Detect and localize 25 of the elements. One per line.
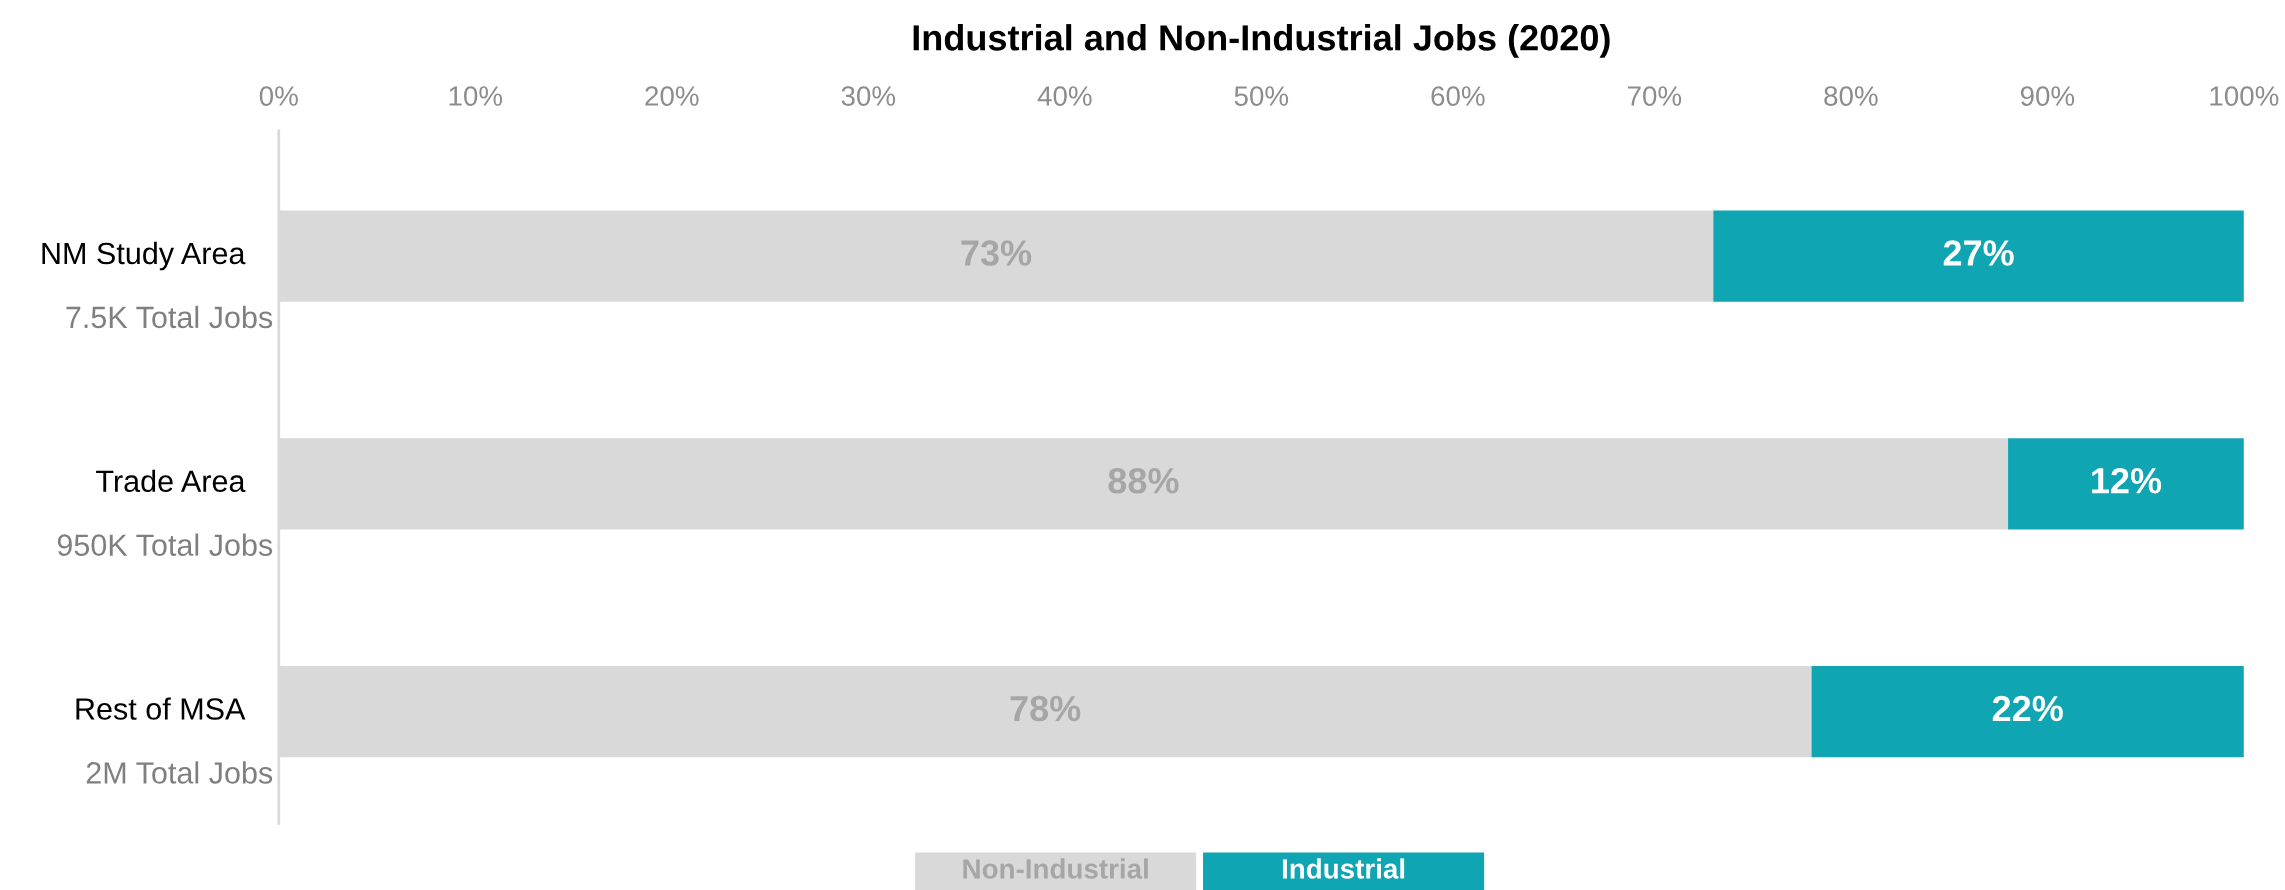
y-tick-label: Trade Area [96, 469, 246, 493]
y-tick-label: Rest of MSA [76, 697, 246, 720]
bar [2008, 438, 2244, 530]
x-tick-label: 30% [841, 86, 896, 106]
y-tick-label: NM Study Area [42, 241, 246, 271]
data-label: 22% [1992, 695, 2063, 722]
text: 2M Total Jobs [86, 761, 273, 784]
bar [1811, 666, 2244, 758]
x-tick-label: 100% [2210, 86, 2279, 106]
x-tick-label: 80% [1824, 86, 1878, 106]
text: 950K Total Jobs [57, 533, 273, 556]
x-tick-label: 90% [2020, 86, 2075, 106]
chart-title: Industrial and Non-Industrial Jobs (2020) [913, 24, 1610, 58]
x-tick-label: 60% [1431, 86, 1485, 106]
x-tick-label: 50% [1234, 86, 1289, 106]
text: 7.5K Total Jobs [66, 305, 273, 329]
text: Industrial [1282, 858, 1405, 879]
x-tick-label: 10% [449, 86, 503, 106]
data-label: 27% [1943, 240, 2014, 266]
x-tick-label: 70% [1627, 86, 1682, 106]
x-tick-label: 0% [259, 86, 298, 106]
data-label: 12% [2092, 468, 2162, 494]
x-tick-label: 40% [1037, 86, 1092, 106]
x-tick-label: 20% [645, 86, 699, 106]
bar [1713, 210, 2244, 302]
